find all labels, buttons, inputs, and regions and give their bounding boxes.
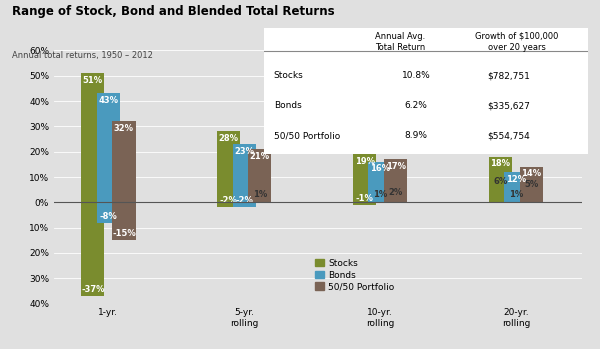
Text: -2%: -2% xyxy=(235,196,253,206)
Text: Growth of $100,000
over 20 years: Growth of $100,000 over 20 years xyxy=(475,32,559,52)
Text: -8%: -8% xyxy=(100,211,117,221)
Text: 1%: 1% xyxy=(509,190,523,199)
Bar xyxy=(81,202,104,296)
Text: 50/50 Portfolio: 50/50 Portfolio xyxy=(274,132,340,140)
Text: Annual total returns, 1950 – 2012: Annual total returns, 1950 – 2012 xyxy=(12,51,153,60)
Text: 18%: 18% xyxy=(490,159,511,168)
Bar xyxy=(112,121,136,202)
Bar xyxy=(368,162,392,202)
Bar xyxy=(217,132,241,202)
Bar xyxy=(233,144,256,202)
Text: 12%: 12% xyxy=(506,174,526,184)
Bar xyxy=(97,202,120,223)
Text: -37%: -37% xyxy=(81,285,104,294)
Text: Stocks: Stocks xyxy=(274,71,304,80)
Text: 17%: 17% xyxy=(386,162,406,171)
Text: 21%: 21% xyxy=(250,152,270,161)
Text: -15%: -15% xyxy=(112,229,136,238)
Bar xyxy=(112,202,136,240)
Bar xyxy=(248,149,271,202)
Text: 1%: 1% xyxy=(373,190,387,199)
Text: $335,627: $335,627 xyxy=(487,101,530,110)
Bar xyxy=(353,202,376,205)
Text: $554,754: $554,754 xyxy=(487,132,530,140)
Text: Bonds: Bonds xyxy=(274,101,301,110)
Bar xyxy=(353,154,376,202)
Bar xyxy=(233,202,256,207)
Text: 8.9%: 8.9% xyxy=(405,132,428,140)
Bar xyxy=(489,157,512,202)
Legend: Stocks, Bonds, 50/50 Portfolio: Stocks, Bonds, 50/50 Portfolio xyxy=(312,256,397,294)
Text: Range of Stock, Bond and Blended Total Returns: Range of Stock, Bond and Blended Total R… xyxy=(12,5,334,18)
Text: 14%: 14% xyxy=(521,169,542,178)
Text: 23%: 23% xyxy=(234,147,254,156)
Text: -1%: -1% xyxy=(356,194,374,203)
Bar xyxy=(97,94,120,202)
Text: 1%: 1% xyxy=(253,190,267,199)
Text: 32%: 32% xyxy=(114,124,134,133)
Text: 19%: 19% xyxy=(355,157,374,166)
Text: 2%: 2% xyxy=(389,187,403,196)
Text: 6.2%: 6.2% xyxy=(405,101,428,110)
Text: 10.8%: 10.8% xyxy=(402,71,431,80)
Text: 5%: 5% xyxy=(524,180,539,189)
Text: 16%: 16% xyxy=(370,164,390,173)
Text: 43%: 43% xyxy=(98,96,118,105)
Bar xyxy=(81,73,104,202)
Text: 51%: 51% xyxy=(83,76,103,85)
Bar xyxy=(217,202,241,207)
Text: -2%: -2% xyxy=(220,196,238,206)
Bar xyxy=(505,172,527,202)
Text: Annual Avg.
Total Return: Annual Avg. Total Return xyxy=(375,32,425,52)
Text: 6%: 6% xyxy=(493,177,508,186)
Text: $782,751: $782,751 xyxy=(487,71,530,80)
Bar xyxy=(520,167,543,202)
Text: 28%: 28% xyxy=(219,134,239,143)
Bar xyxy=(384,159,407,202)
